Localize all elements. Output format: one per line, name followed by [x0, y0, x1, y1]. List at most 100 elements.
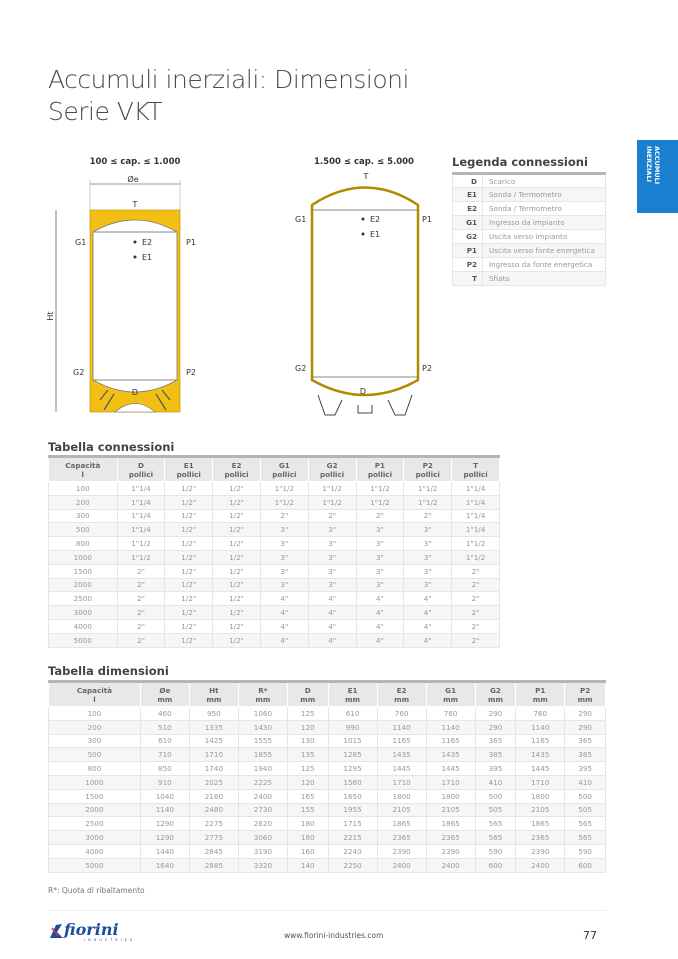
- table-cell: 1865: [425, 816, 476, 832]
- table-cell: 3190: [237, 843, 288, 859]
- column-header: Capacità l: [48, 456, 118, 482]
- table-cell: 3": [403, 563, 453, 579]
- table-cell: 3": [403, 522, 453, 538]
- table-cell: 1140: [515, 719, 566, 735]
- column-header-line: mm: [394, 694, 410, 704]
- logo-subtext: INDUSTRIES: [84, 938, 136, 942]
- table-cell: 2": [116, 605, 166, 620]
- footnote: R*: Quota di ribaltamento: [48, 886, 145, 895]
- column-header-line: pollici: [320, 469, 345, 479]
- column-header: G2 pollici: [307, 456, 357, 482]
- section-tab[interactable]: ACCUMULI INERZIALI: [637, 140, 678, 213]
- table-cell: 140: [286, 857, 329, 873]
- table-cell: 1/2": [164, 549, 214, 565]
- table-cell: 2775: [188, 830, 239, 845]
- table-cell: 1"1/4: [116, 494, 166, 510]
- table-cell: 4": [403, 591, 453, 607]
- table-cell: 2105: [515, 802, 566, 818]
- logo-mark-icon: [50, 924, 63, 938]
- large-tank-body: [310, 186, 420, 397]
- table-cell: 950: [188, 706, 239, 721]
- table-cell: 365: [564, 733, 606, 749]
- website-url[interactable]: www.fiorini-industries.com: [284, 931, 384, 940]
- table-cell: 300: [48, 508, 118, 524]
- table-cell: 2": [403, 508, 453, 524]
- table-cell: 3": [259, 522, 309, 538]
- legend-description: Sonda / Termometro: [482, 187, 606, 202]
- table-cell: 2105: [376, 802, 427, 818]
- table-cell: 2000: [48, 577, 118, 593]
- table-cell: 2": [451, 618, 500, 634]
- table-cell: 2500: [48, 591, 118, 607]
- table-cell: 2400: [376, 857, 427, 873]
- table-cell: 1955: [327, 802, 378, 818]
- table-cell: 1/2": [164, 536, 214, 551]
- table-cell: 120: [286, 774, 329, 790]
- table-cell: 290: [564, 706, 606, 721]
- table-cell: 590: [474, 843, 517, 859]
- column-header-line: E1: [347, 685, 358, 695]
- table-cell: 1"1/4: [451, 481, 500, 496]
- label-E2: E2: [370, 215, 380, 224]
- table-cell: 3": [307, 536, 357, 551]
- table-cell: 610: [327, 706, 378, 721]
- table-cell: 3": [403, 536, 453, 551]
- title-line-2: Serie VKT: [48, 97, 163, 126]
- column-header: P2 pollici: [403, 456, 453, 482]
- fiorini-logo: fiorini INDUSTRIES: [48, 922, 135, 942]
- table-cell: 1/2": [164, 563, 214, 579]
- table-cell: 4": [259, 591, 309, 607]
- table-cell: 1335: [188, 719, 239, 735]
- legend-description: Uscita verso impianto: [482, 229, 606, 244]
- column-header-line: E1: [183, 460, 194, 470]
- column-header-line: D: [304, 685, 311, 695]
- legend-code: G2: [452, 229, 483, 244]
- table-cell: 2240: [327, 843, 378, 859]
- table-cell: 565: [564, 816, 606, 832]
- column-header: E2 mm: [376, 681, 427, 707]
- table-cell: 1560: [327, 774, 378, 790]
- table-cell: 1650: [327, 788, 378, 804]
- table-cell: 180: [286, 816, 329, 832]
- table-cell: 1165: [515, 733, 566, 749]
- table-cell: 600: [474, 857, 517, 873]
- small-tank-diagram: 100 ≤ cap. ≤ 1.000 Øe Ht T G1 P1 E2 E1 G…: [46, 157, 196, 413]
- legend-table: D Scarico E1 Sonda / Termometro E2 Sonda / Te…: [452, 172, 606, 286]
- table-cell: 1445: [376, 761, 427, 776]
- legend-code: P1: [452, 243, 483, 258]
- label-G1: G1: [75, 238, 86, 247]
- table-cell: 200: [48, 719, 141, 735]
- table-cell: 1/2": [212, 522, 261, 538]
- table-cell: 165: [286, 788, 329, 804]
- table-cell: 4": [355, 618, 405, 634]
- label-P1: P1: [422, 215, 432, 224]
- table-cell: 1/2": [164, 632, 214, 648]
- table-cell: 2400: [425, 857, 476, 873]
- table-cell: 1"1/2: [307, 494, 357, 510]
- table-cell: 1800: [376, 788, 427, 804]
- label-E1: E1: [370, 230, 380, 239]
- column-header-line: pollici: [367, 469, 393, 479]
- column-header-line: mm: [206, 694, 222, 704]
- column-header-line: mm: [532, 694, 548, 704]
- column-header-line: l: [81, 469, 84, 479]
- column-header: R* mm: [237, 681, 288, 707]
- legend-code: E1: [452, 187, 483, 202]
- table-cell: 2365: [425, 830, 476, 845]
- table-cell: 2": [451, 577, 500, 593]
- table-cell: 4": [403, 605, 453, 620]
- table-cell: 1015: [327, 733, 378, 749]
- table-cell: 155: [286, 802, 329, 818]
- column-header-line: P2: [422, 460, 433, 470]
- table-cell: 1285: [327, 747, 378, 763]
- table-cell: 1040: [139, 788, 190, 804]
- table-cell: 1"1/2: [403, 481, 453, 496]
- section-tab-label: ACCUMULI INERZIALI: [645, 146, 661, 185]
- column-header-line: G1: [278, 460, 290, 470]
- column-header: P1 mm: [515, 681, 566, 707]
- table-cell: 1"1/2: [451, 549, 500, 565]
- table-cell: 1640: [139, 857, 190, 873]
- table-cell: 1855: [237, 747, 288, 763]
- table-cell: 1/2": [164, 591, 214, 607]
